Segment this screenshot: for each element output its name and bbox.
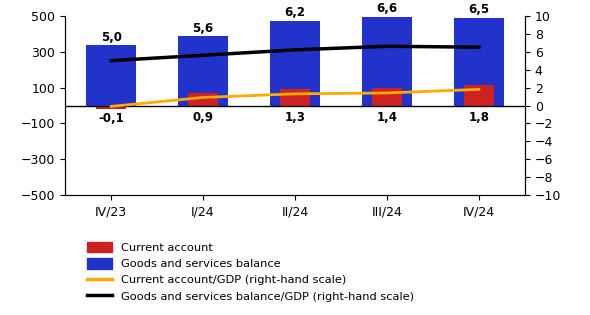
- Text: 1,4: 1,4: [376, 111, 398, 124]
- Text: 6,5: 6,5: [468, 3, 490, 16]
- Text: 0,9: 0,9: [192, 111, 214, 124]
- Text: -0,1: -0,1: [98, 112, 124, 125]
- Text: 5,0: 5,0: [101, 31, 122, 43]
- Bar: [86, 45, 136, 106]
- Text: 6,6: 6,6: [376, 2, 398, 15]
- Bar: [188, 93, 218, 106]
- Bar: [362, 17, 412, 106]
- Bar: [454, 18, 504, 106]
- Bar: [96, 106, 126, 109]
- Text: 5,6: 5,6: [192, 22, 214, 35]
- Text: 6,2: 6,2: [284, 6, 306, 19]
- Bar: [372, 89, 402, 106]
- Bar: [178, 37, 228, 106]
- Text: 1,3: 1,3: [284, 111, 306, 124]
- Text: 1,8: 1,8: [468, 111, 489, 124]
- Bar: [464, 85, 494, 106]
- Bar: [270, 21, 320, 106]
- Bar: [280, 89, 310, 106]
- Legend: Current account, Goods and services balance, Current account/GDP (right-hand sca: Current account, Goods and services bala…: [83, 238, 419, 306]
